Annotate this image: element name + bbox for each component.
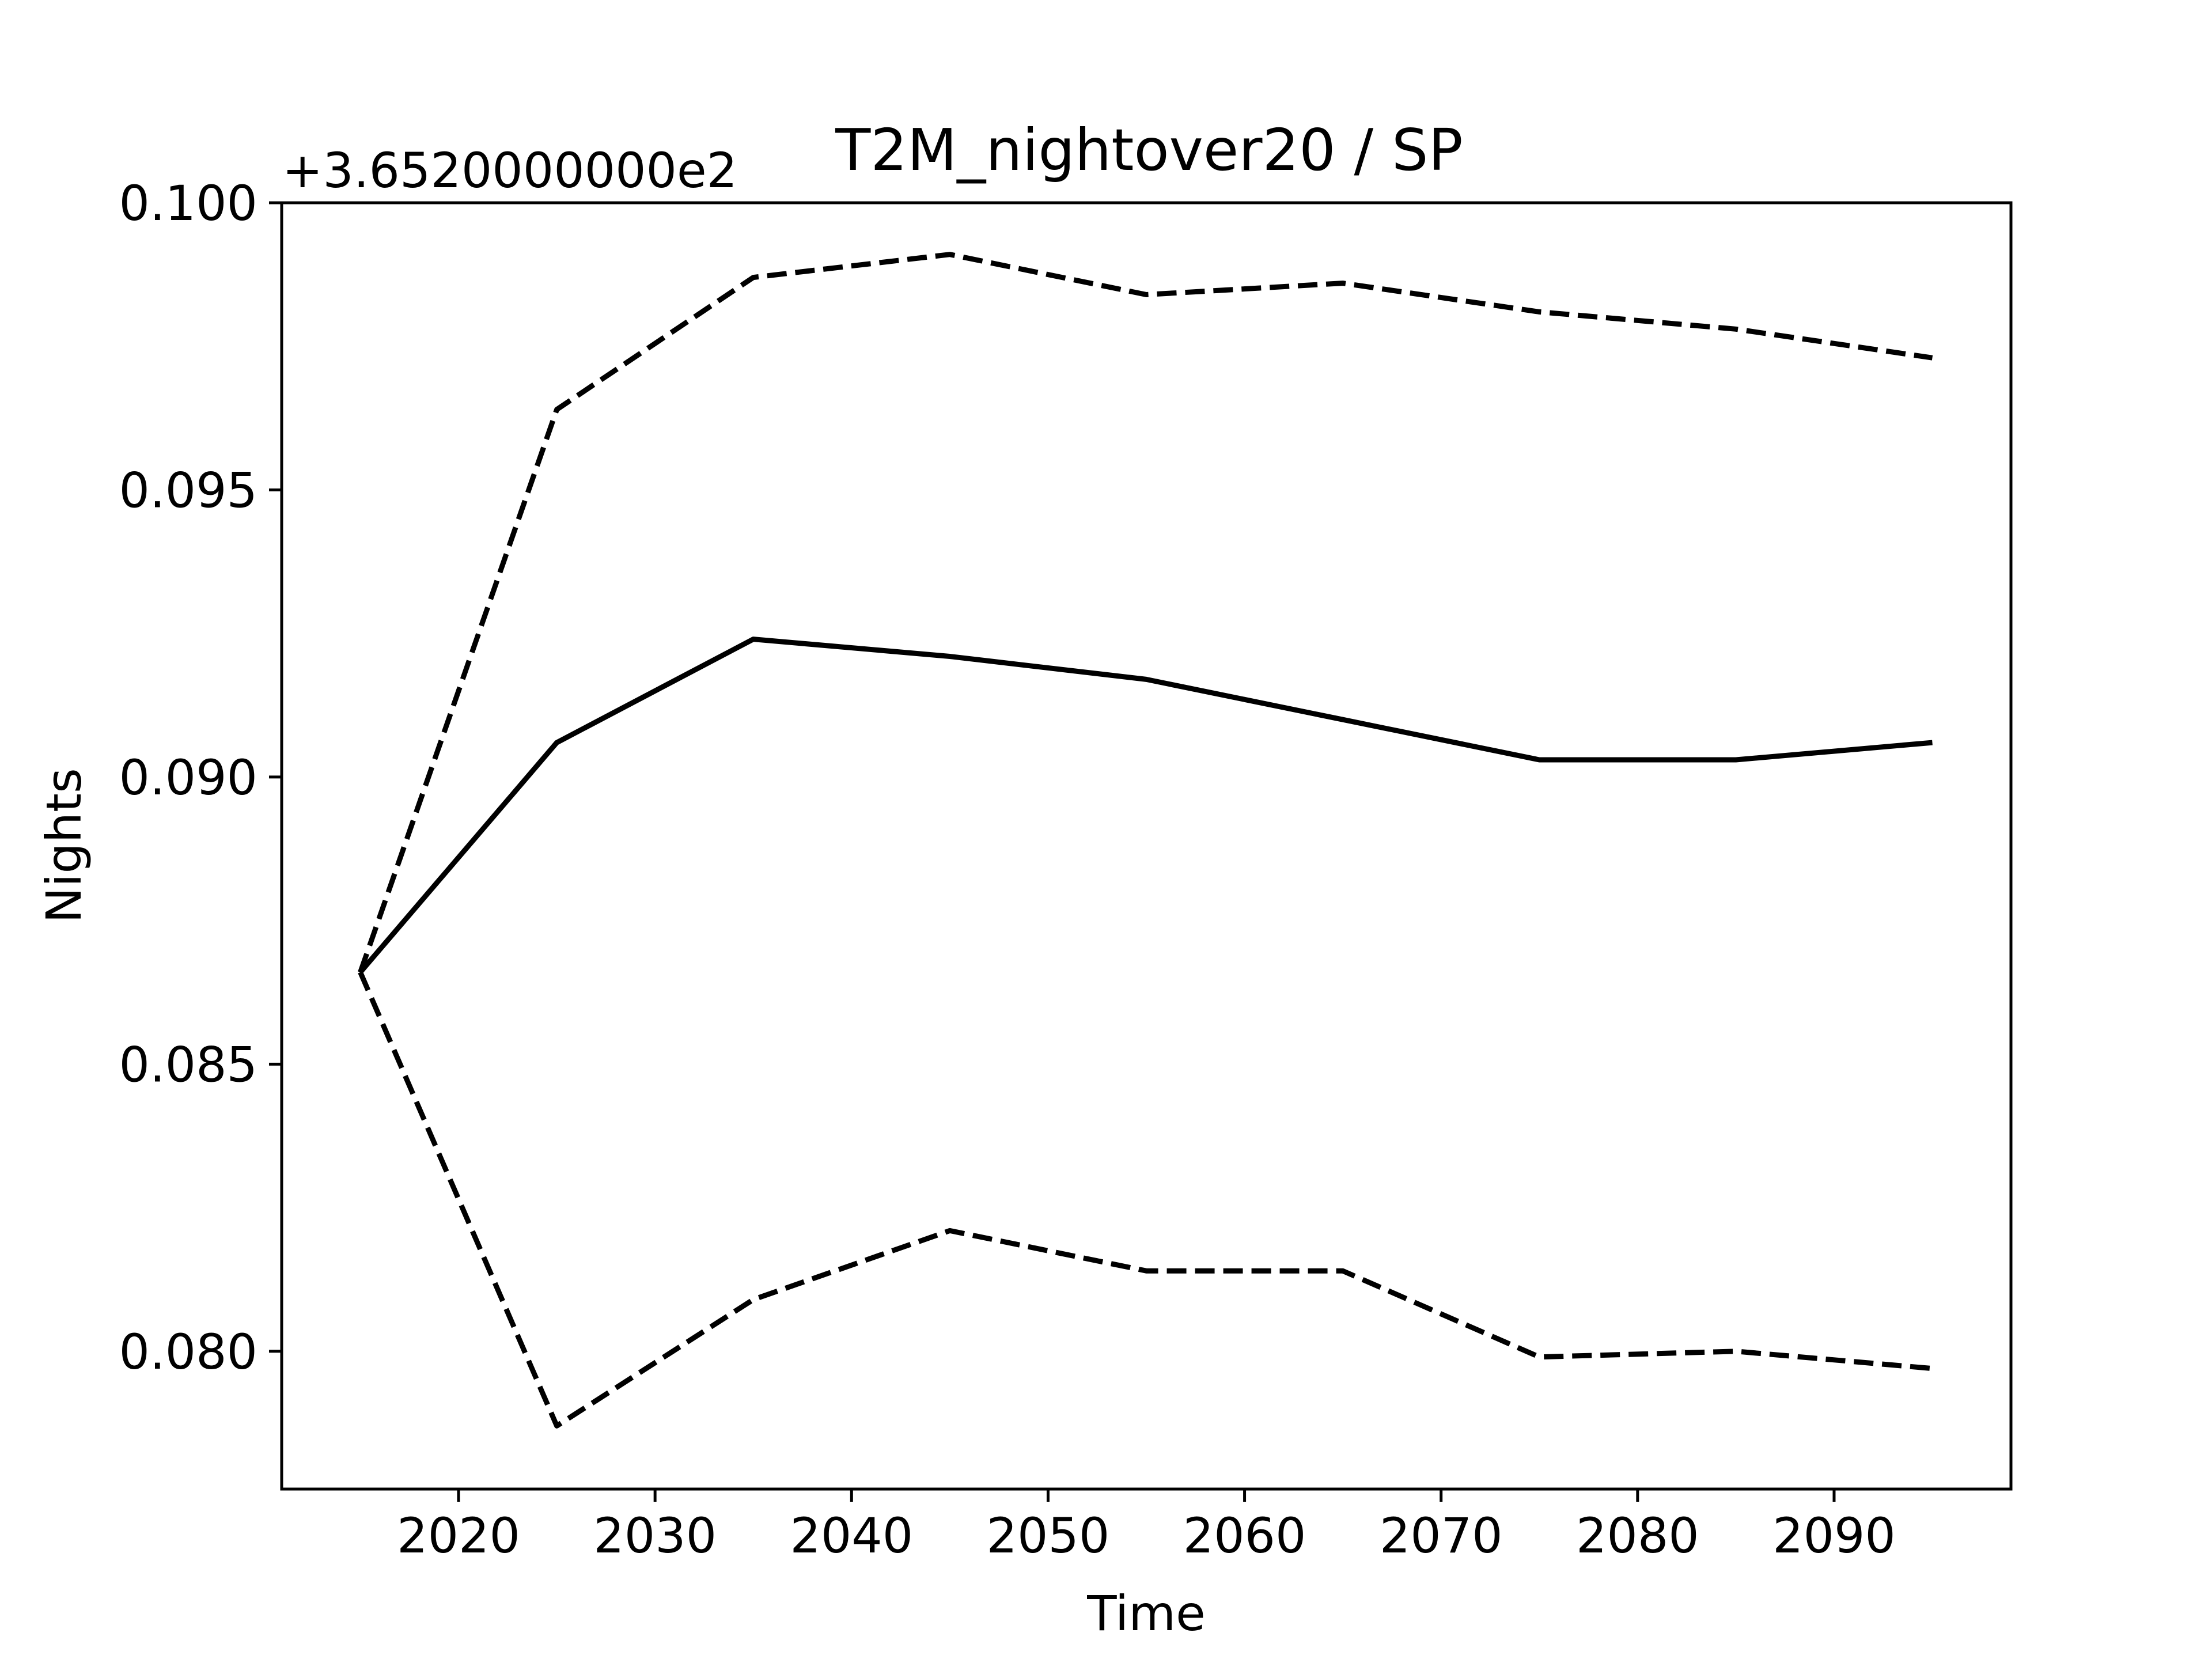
series-line-3	[358, 971, 1933, 1429]
x-tick-label: 2030	[593, 1508, 717, 1564]
plot-area	[358, 252, 1933, 1429]
x-tick-label: 2070	[1380, 1508, 1503, 1564]
y-axis-offset-label: +3.6520000000e2	[282, 142, 737, 199]
chart-title: T2M_nightover20 / SP	[835, 116, 1463, 184]
x-axis: 2020 2030 2040 2050 2060 2070 2080 2090	[397, 1489, 1896, 1564]
y-axis-title: Nights	[36, 768, 92, 923]
x-tick-label: 2090	[1772, 1508, 1896, 1564]
y-tick-label: 0.100	[119, 175, 257, 232]
x-tick-label: 2050	[987, 1508, 1110, 1564]
y-tick-label: 0.095	[119, 462, 257, 518]
x-tick-label: 2020	[397, 1508, 520, 1564]
x-axis-title: Time	[1086, 1585, 1206, 1642]
series-line-1	[358, 637, 1933, 974]
y-axis: 0.080 0.085 0.090 0.095 0.100	[119, 175, 282, 1380]
y-tick-label: 0.085	[119, 1036, 257, 1093]
y-tick-label: 0.090	[119, 749, 257, 806]
series-line-2	[358, 252, 1933, 974]
x-tick-label: 2040	[790, 1508, 913, 1564]
plot-frame	[280, 201, 2013, 1491]
x-tick-label: 2060	[1183, 1508, 1306, 1564]
y-tick-label: 0.080	[119, 1324, 257, 1380]
x-tick-label: 2080	[1576, 1508, 1699, 1564]
